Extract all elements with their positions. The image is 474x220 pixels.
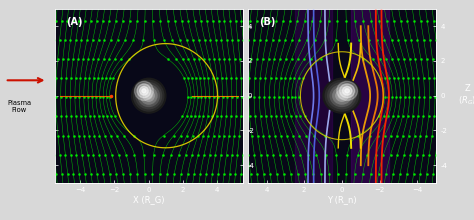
Circle shape — [337, 81, 357, 100]
Circle shape — [140, 87, 157, 104]
Circle shape — [136, 83, 162, 109]
Text: Plasma
Flow: Plasma Flow — [7, 100, 31, 113]
Circle shape — [336, 90, 348, 101]
Circle shape — [338, 93, 345, 99]
Circle shape — [339, 84, 355, 98]
X-axis label: X (R_G): X (R_G) — [133, 195, 164, 204]
Circle shape — [330, 85, 354, 106]
Circle shape — [142, 89, 146, 93]
Circle shape — [138, 85, 159, 106]
Circle shape — [143, 90, 154, 101]
X-axis label: Y (R_n): Y (R_n) — [327, 195, 357, 204]
Circle shape — [135, 81, 154, 100]
Circle shape — [342, 86, 352, 95]
Circle shape — [134, 80, 164, 111]
Circle shape — [323, 78, 361, 113]
Circle shape — [328, 83, 356, 109]
Y-axis label: Z
$(R_G)$: Z $(R_G)$ — [458, 84, 474, 107]
Circle shape — [137, 84, 151, 98]
Circle shape — [132, 78, 166, 113]
Bar — [351, 0, 389, 191]
Circle shape — [140, 86, 148, 95]
Text: (B): (B) — [259, 17, 275, 28]
Circle shape — [325, 80, 358, 111]
Bar — [295, 0, 332, 191]
Circle shape — [146, 93, 152, 99]
Text: (A): (A) — [66, 17, 82, 28]
Circle shape — [345, 89, 349, 93]
Circle shape — [333, 87, 351, 104]
